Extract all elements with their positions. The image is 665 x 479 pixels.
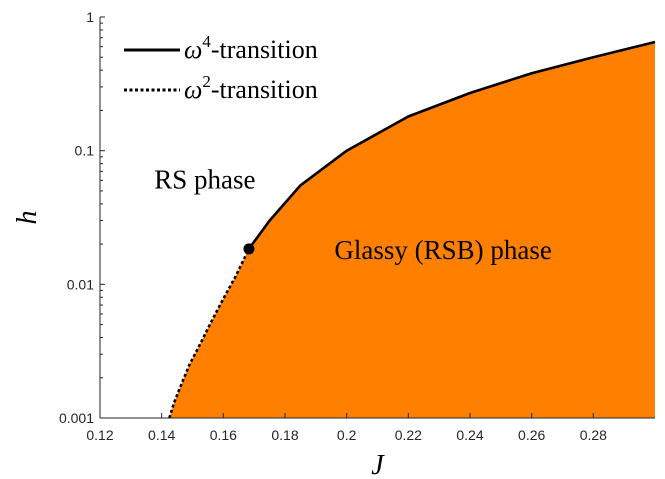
rs-phase-label: RS phase	[154, 165, 255, 195]
y-tick-label: 0.001	[59, 410, 94, 426]
x-tick-label: 0.28	[580, 427, 607, 443]
x-axis-label: J	[371, 450, 385, 479]
y-tick-label: 0.01	[67, 276, 94, 292]
transition-meeting-point	[243, 243, 254, 254]
y-tick-label: 1	[86, 9, 94, 25]
x-tick-label: 0.14	[148, 427, 175, 443]
x-tick-label: 0.16	[210, 427, 237, 443]
x-tick-label: 0.18	[271, 427, 298, 443]
glassy-phase-label: Glassy (RSB) phase	[334, 235, 552, 265]
x-tick-label: 0.2	[337, 427, 357, 443]
x-tick-label: 0.22	[395, 427, 422, 443]
x-tick-label: 0.24	[456, 427, 483, 443]
y-axis-label: h	[12, 211, 43, 225]
y-tick-label: 0.1	[75, 143, 95, 159]
x-tick-label: 0.12	[86, 427, 113, 443]
x-tick-label: 0.26	[518, 427, 545, 443]
